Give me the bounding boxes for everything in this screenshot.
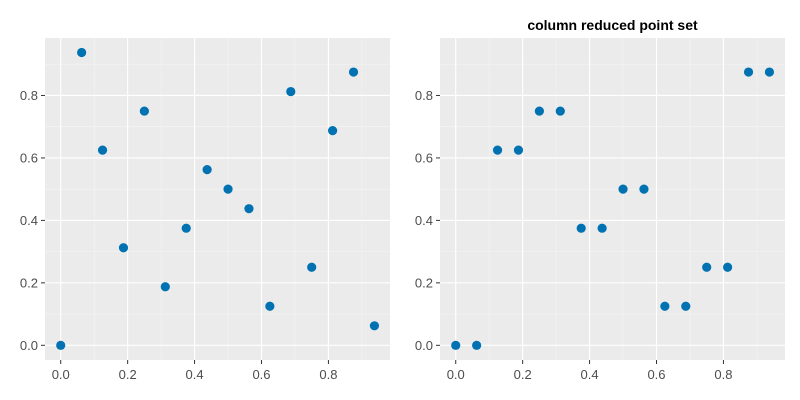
x-tick-label: 0.6 xyxy=(252,367,270,382)
x-tick-label: 0.0 xyxy=(447,367,465,382)
data-point xyxy=(764,67,775,77)
x-tick-label: 0.0 xyxy=(52,367,70,382)
panel-background xyxy=(440,38,785,360)
data-point xyxy=(223,184,233,194)
y-tick-label: 0.8 xyxy=(415,88,433,103)
data-point xyxy=(472,340,482,350)
x-tick-label: 0.2 xyxy=(119,367,137,382)
data-point xyxy=(702,262,712,272)
x-tick-label: 0.2 xyxy=(514,367,532,382)
x-tick-label: 0.4 xyxy=(186,367,204,382)
y-tick-label: 0.0 xyxy=(415,338,433,353)
data-point xyxy=(451,340,461,350)
data-point xyxy=(660,301,670,311)
data-point xyxy=(369,321,380,331)
data-point xyxy=(576,223,586,233)
data-point xyxy=(618,184,628,194)
data-point xyxy=(597,223,607,233)
x-tick-label: 0.8 xyxy=(714,367,732,382)
left-scatter-panel: 0.0 0.2 0.4 0.6 0.8 0.0 0.2 0.4 0.6 0.8 xyxy=(20,38,390,382)
data-point xyxy=(244,204,254,214)
data-point xyxy=(307,262,317,272)
y-tick-label: 0.4 xyxy=(415,213,433,228)
data-point xyxy=(348,67,359,77)
data-point xyxy=(639,184,649,194)
gridlines xyxy=(45,38,390,360)
panel-title: column reduced point set xyxy=(527,17,698,33)
data-point xyxy=(181,223,191,233)
data-point xyxy=(77,47,87,58)
data-point xyxy=(555,106,565,116)
y-tick-label: 0.6 xyxy=(20,150,38,165)
x-tick-label: 0.6 xyxy=(647,367,665,382)
gridlines xyxy=(440,38,785,360)
data-point xyxy=(534,106,544,116)
data-point xyxy=(743,67,754,77)
data-point xyxy=(492,145,503,155)
data-point xyxy=(97,145,108,155)
x-tick-label: 0.4 xyxy=(581,367,599,382)
data-point xyxy=(286,86,296,97)
data-point xyxy=(681,301,691,311)
data-point xyxy=(118,243,129,253)
data-point xyxy=(160,282,170,292)
y-tick-label: 0.2 xyxy=(415,275,433,290)
panel-background xyxy=(45,38,390,360)
y-tick-label: 0.2 xyxy=(20,275,38,290)
data-point xyxy=(202,165,212,175)
data-point xyxy=(56,340,66,350)
data-point xyxy=(723,262,733,272)
data-point xyxy=(139,106,149,116)
y-tick-label: 0.8 xyxy=(20,88,38,103)
y-tick-label: 0.4 xyxy=(20,213,38,228)
data-point xyxy=(265,301,275,311)
y-tick-label: 0.6 xyxy=(415,150,433,165)
y-tick-label: 0.0 xyxy=(20,338,38,353)
data-point xyxy=(328,126,338,136)
right-scatter-panel: column reduced point set 0.0 0.2 0.4 0.6 0.8… xyxy=(415,17,785,382)
x-tick-label: 0.8 xyxy=(319,367,337,382)
data-point xyxy=(513,145,524,155)
